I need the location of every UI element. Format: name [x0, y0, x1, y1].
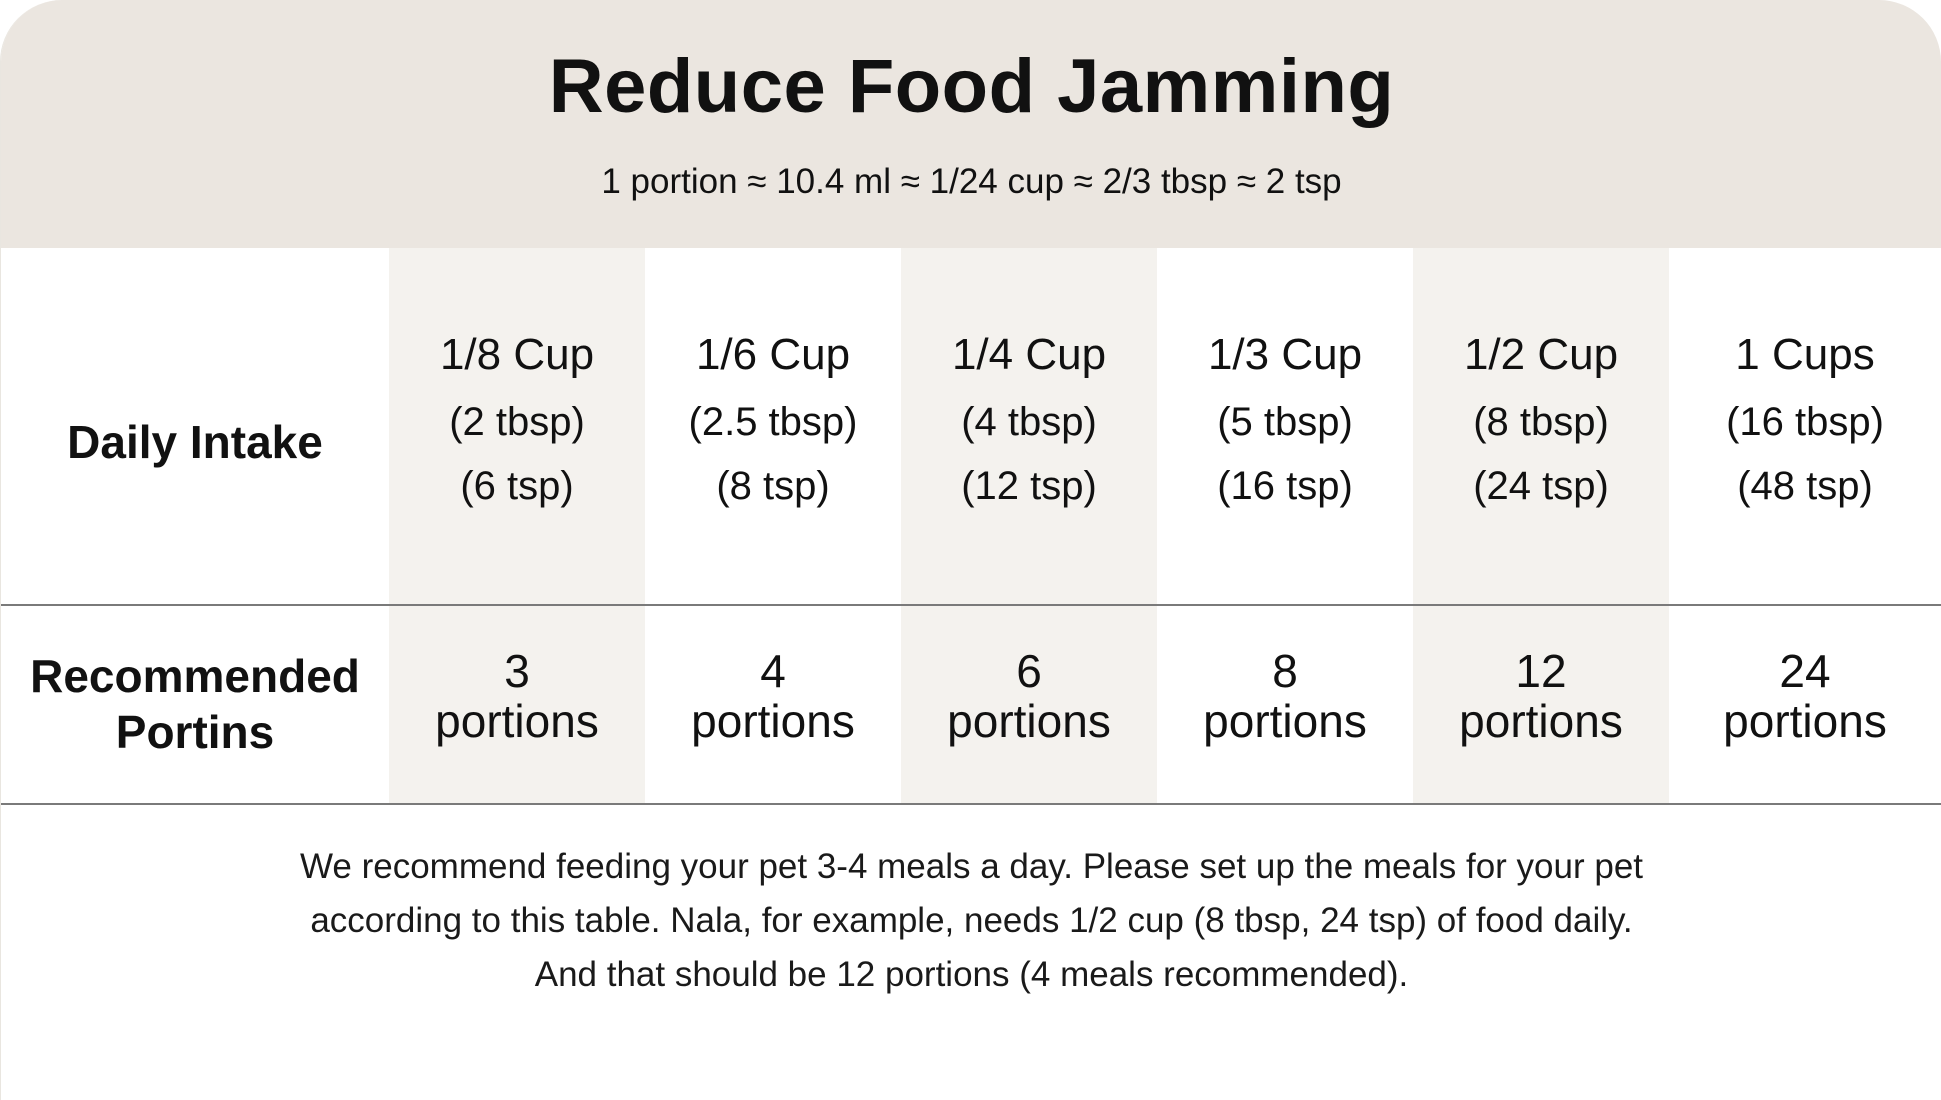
- intake-cup: 1/8 Cup: [439, 330, 595, 379]
- intake-tbsp: (8 tbsp): [1473, 400, 1609, 444]
- portions-word: portions: [691, 695, 855, 747]
- intake-cell-1-4-cup: 1/4 Cup (4 tbsp) (12 tsp): [901, 320, 1157, 518]
- intake-cup: 1/3 Cup: [1207, 330, 1363, 379]
- portions-count: 4: [760, 645, 786, 697]
- portions-word: portions: [435, 695, 599, 747]
- portions-count: 6: [1016, 645, 1042, 697]
- portions-word: portions: [1723, 695, 1887, 747]
- note-line-1: We recommend feeding your pet 3-4 meals …: [299, 847, 1644, 886]
- intake-tbsp: (5 tbsp): [1217, 400, 1353, 444]
- intake-cell-1-6-cup: 1/6 Cup (2.5 tbsp) (8 tsp): [645, 320, 901, 518]
- intake-cup: 1 Cups: [1735, 330, 1875, 379]
- portions-word: portions: [1459, 695, 1623, 747]
- intake-tsp: (24 tsp): [1473, 464, 1609, 508]
- intake-tbsp: (2.5 tbsp): [688, 400, 858, 444]
- portions-count: 12: [1515, 645, 1567, 697]
- intake-cell-1-8-cup: 1/8 Cup (2 tbsp) (6 tsp): [389, 320, 645, 518]
- intake-tsp: (16 tsp): [1217, 464, 1353, 508]
- portions-cell-1-6-cup: 4 portions: [645, 646, 901, 746]
- portions-word: portions: [947, 695, 1111, 747]
- feeding-recommendation-note: We recommend feeding your pet 3-4 meals …: [201, 840, 1742, 1002]
- table-bottom-divider: [1, 803, 1941, 805]
- intake-cell-1-cups: 1 Cups (16 tbsp) (48 tsp): [1677, 320, 1933, 518]
- note-line-2: according to this table. Nala, for examp…: [310, 901, 1633, 940]
- portions-cell-1-cups: 24 portions: [1677, 646, 1933, 746]
- intake-cup: 1/6 Cup: [695, 330, 851, 379]
- row-label-recommended-portions: Recommended Portins: [1, 648, 389, 760]
- portions-count: 3: [504, 645, 530, 697]
- portion-conversion-subtitle: 1 portion ≈ 10.4 ml ≈ 1/24 cup ≈ 2/3 tbs…: [601, 162, 1342, 201]
- column-shade-3: [901, 248, 1157, 804]
- portions-cell-1-8-cup: 3 portions: [389, 646, 645, 746]
- column-shade-1: [389, 248, 645, 804]
- column-shade-5: [1413, 248, 1669, 804]
- row-label-daily-intake: Daily Intake: [67, 416, 323, 468]
- intake-cup: 1/2 Cup: [1463, 330, 1619, 379]
- portions-cell-1-2-cup: 12 portions: [1413, 646, 1669, 746]
- intake-cell-1-2-cup: 1/2 Cup (8 tbsp) (24 tsp): [1413, 320, 1669, 518]
- intake-tsp: (12 tsp): [961, 464, 1097, 508]
- intake-tsp: (48 tsp): [1737, 464, 1873, 508]
- portions-count: 24: [1779, 645, 1831, 697]
- intake-tsp: (8 tsp): [716, 464, 830, 508]
- row-label-recommended-line1: Recommended: [30, 650, 360, 702]
- row-label-recommended-line2: Portins: [115, 706, 275, 758]
- intake-cell-1-3-cup: 1/3 Cup (5 tbsp) (16 tsp): [1157, 320, 1413, 518]
- portions-word: portions: [1203, 695, 1367, 747]
- intake-tbsp: (4 tbsp): [961, 400, 1097, 444]
- note-line-3: And that should be 12 portions (4 meals …: [534, 955, 1409, 994]
- intake-tbsp: (16 tbsp): [1726, 400, 1884, 444]
- portions-cell-1-3-cup: 8 portions: [1157, 646, 1413, 746]
- intake-tbsp: (2 tbsp): [449, 400, 585, 444]
- intake-tsp: (6 tsp): [460, 464, 574, 508]
- portions-count: 8: [1272, 645, 1298, 697]
- row-divider: [1, 604, 1941, 606]
- portions-cell-1-4-cup: 6 portions: [901, 646, 1157, 746]
- header-banner: Reduce Food Jamming 1 portion ≈ 10.4 ml …: [1, 0, 1941, 248]
- intake-cup: 1/4 Cup: [951, 330, 1107, 379]
- page-title: Reduce Food Jamming: [548, 44, 1395, 129]
